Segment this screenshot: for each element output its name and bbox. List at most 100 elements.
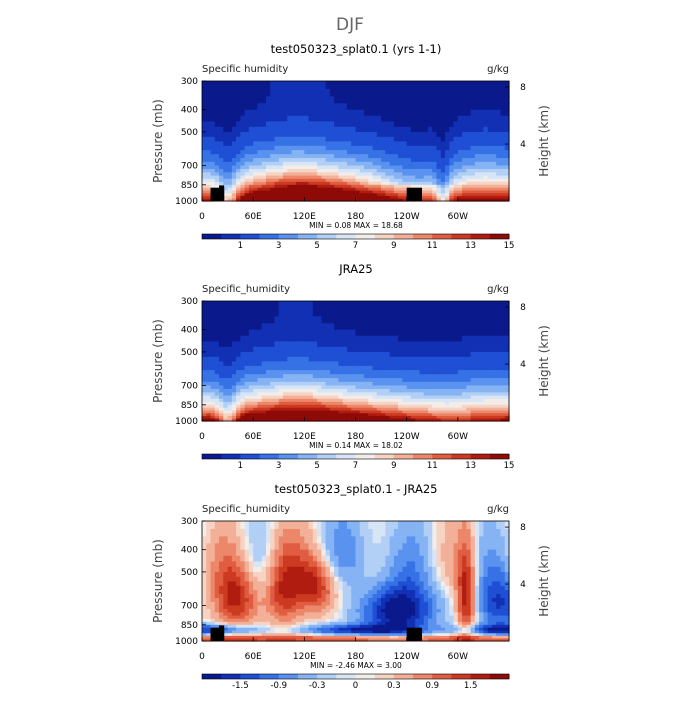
field-cell: [351, 141, 356, 146]
field-cell: [479, 366, 484, 371]
field-cell: [279, 605, 284, 609]
field-cell: [253, 561, 258, 567]
field-cell: [215, 529, 220, 537]
field-cell: [236, 536, 241, 543]
field-cell: [292, 347, 297, 353]
field-cell: [257, 121, 262, 127]
field-cell: [266, 121, 271, 127]
field-cell: [245, 116, 250, 122]
field-cell: [360, 357, 365, 362]
field-cell: [321, 336, 326, 342]
field-cell: [500, 382, 505, 386]
field-cell: [279, 521, 284, 530]
field-cell: [262, 110, 267, 117]
field-cell: [351, 316, 356, 323]
field-cell: [390, 141, 395, 146]
field-cell: [232, 543, 237, 550]
field-cell: [385, 81, 390, 90]
field-cell: [300, 103, 305, 110]
field-cell: [368, 357, 373, 362]
field-cell: [475, 370, 480, 375]
field-cell: [211, 594, 216, 599]
field-cell: [283, 382, 288, 386]
field-cell: [377, 366, 382, 371]
field-cell: [240, 141, 245, 146]
field-cell: [483, 361, 488, 366]
field-cell: [390, 132, 395, 137]
field-cell: [262, 572, 267, 577]
field-cell: [398, 370, 403, 375]
field-cell: [304, 370, 309, 375]
field-cell: [373, 336, 378, 342]
field-cell: [377, 330, 382, 337]
field-cell: [330, 158, 335, 162]
field-cell: [445, 137, 450, 142]
field-cell: [274, 370, 279, 375]
field-cell: [232, 316, 237, 323]
field-cell: [432, 323, 437, 330]
field-cell: [223, 81, 228, 90]
field-cell: [475, 96, 480, 103]
field-cell: [266, 309, 271, 317]
field-cell: [449, 96, 454, 103]
field-cell: [360, 336, 365, 342]
field-cell: [479, 361, 484, 366]
field-cell: [407, 110, 412, 117]
field-cell: [296, 378, 301, 382]
field-cell: [240, 323, 245, 330]
field-cell: [500, 165, 505, 169]
field-cell: [475, 301, 480, 310]
field-cell: [317, 586, 322, 591]
field-cell: [219, 602, 224, 606]
field-cell: [338, 385, 343, 389]
field-cell: [309, 146, 314, 151]
field-cell: [215, 158, 220, 162]
field-cell: [432, 146, 437, 151]
field-cell: [432, 121, 437, 127]
field-cell: [211, 586, 216, 591]
field-cell: [445, 316, 450, 323]
field-cell: [202, 89, 207, 97]
field-cell: [304, 96, 309, 103]
field-cell: [356, 341, 361, 347]
field-cell: [223, 550, 228, 557]
field-cell: [385, 323, 390, 330]
field-cell: [219, 141, 224, 146]
field-cell: [287, 81, 292, 90]
field-cell: [424, 378, 429, 382]
panel-3-stats: MIN = -2.46 MAX = 3.00: [310, 661, 402, 670]
field-cell: [257, 127, 262, 133]
field-cell: [292, 323, 297, 330]
field-cell: [326, 550, 331, 557]
field-cell: [321, 550, 326, 557]
field-cell: [500, 366, 505, 371]
field-cell: [496, 89, 501, 97]
field-cell: [274, 556, 279, 562]
field-cell: [279, 110, 284, 117]
field-cell: [407, 341, 412, 347]
field-cell: [488, 116, 493, 122]
field-cell: [385, 361, 390, 366]
field-cell: [253, 352, 258, 357]
field-cell: [364, 382, 369, 386]
field-cell: [300, 567, 305, 573]
field-cell: [475, 361, 480, 366]
field-cell: [249, 374, 254, 379]
field-cell: [330, 141, 335, 146]
field-cell: [283, 572, 288, 577]
field-cell: [445, 382, 450, 386]
field-cell: [326, 89, 331, 97]
field-cell: [253, 357, 258, 362]
field-cell: [257, 316, 262, 323]
field-cell: [432, 374, 437, 379]
field-cell: [390, 162, 395, 166]
field-cell: [475, 309, 480, 317]
field-cell: [407, 357, 412, 362]
field-cell: [360, 141, 365, 146]
field-cell: [454, 330, 459, 337]
field-cell: [292, 556, 297, 562]
field-cell: [287, 146, 292, 151]
field-cell: [245, 590, 250, 595]
field-cell: [398, 341, 403, 347]
field-cell: [317, 341, 322, 347]
